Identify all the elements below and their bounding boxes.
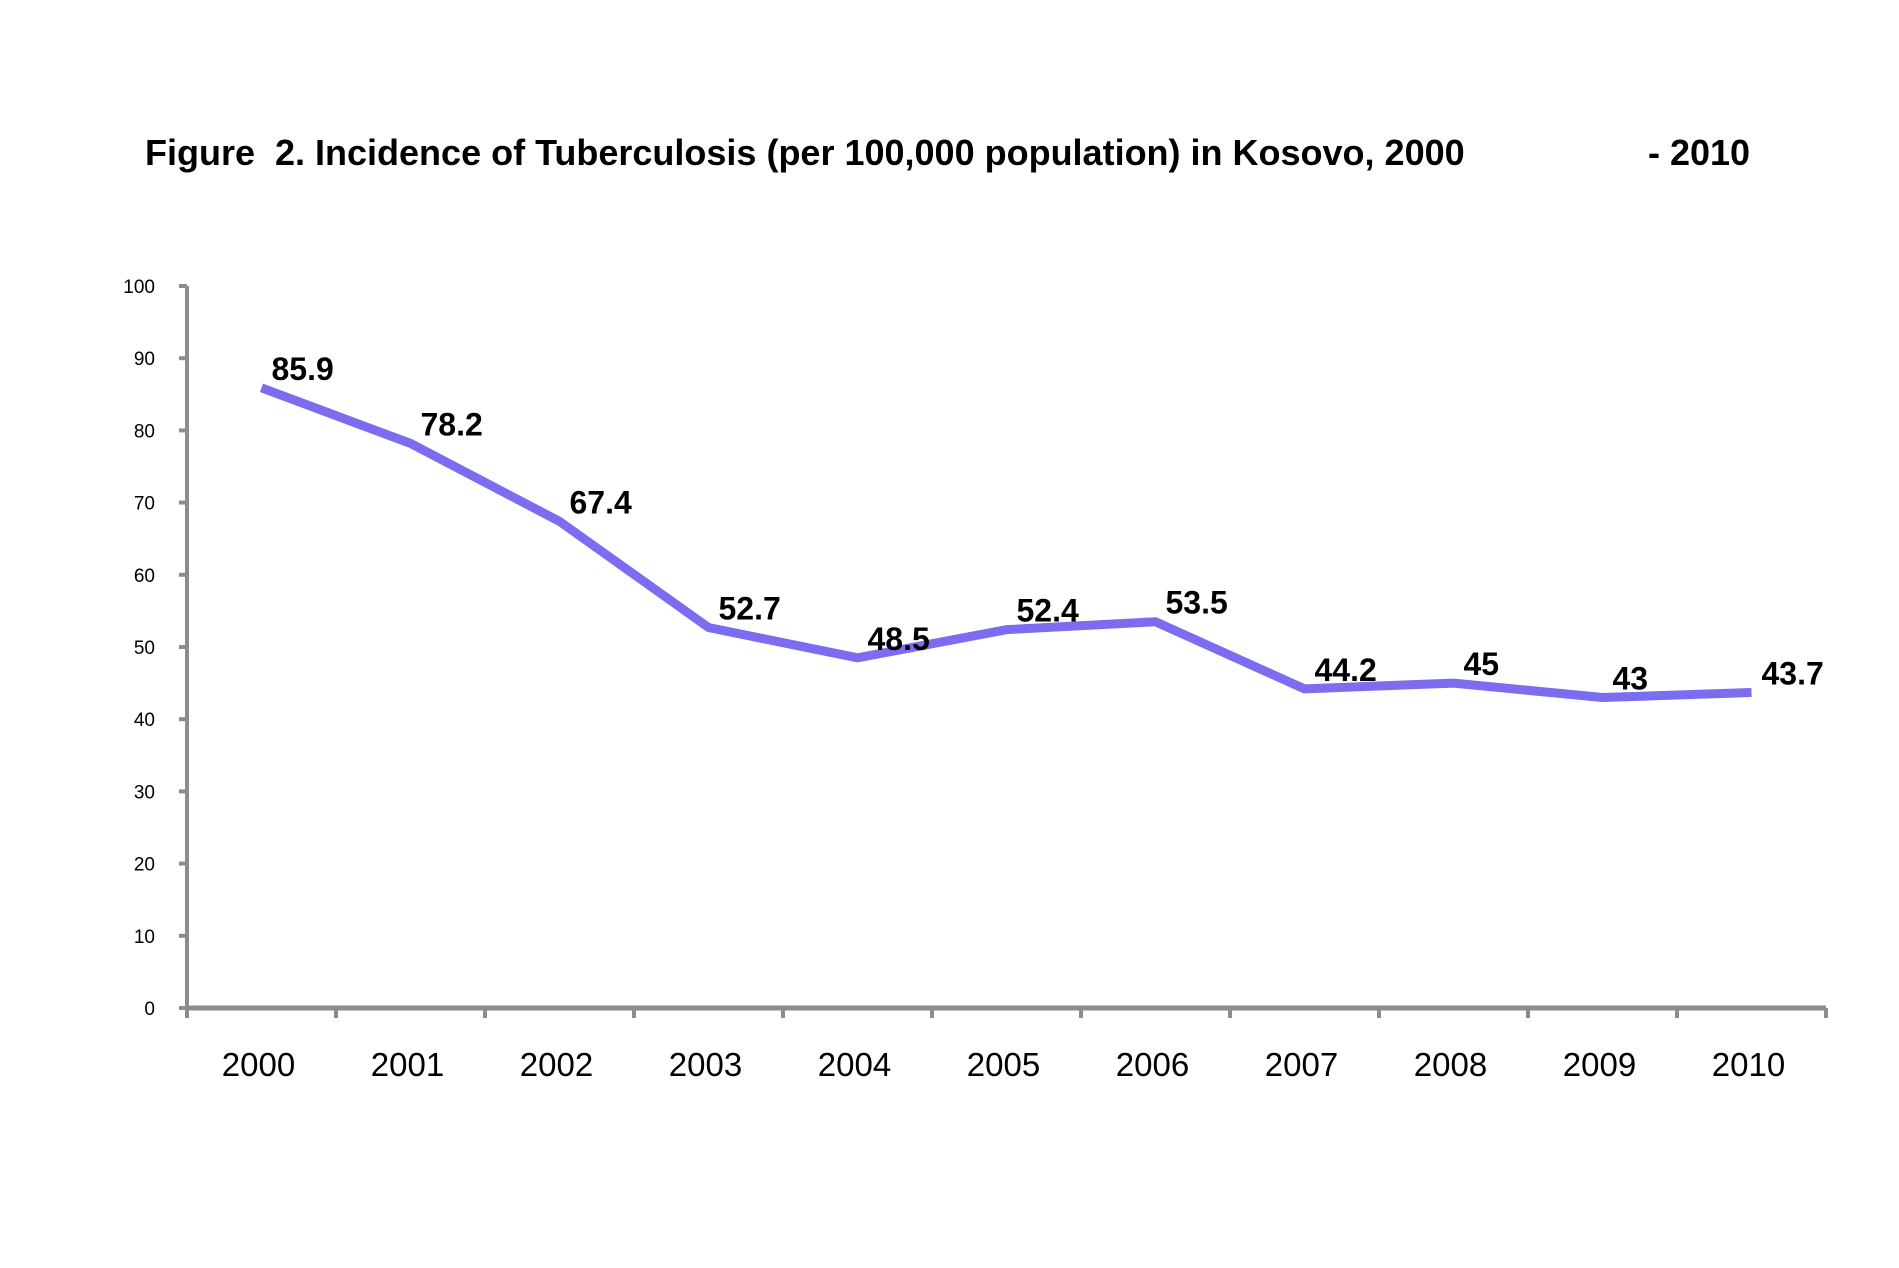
series-line — [259, 383, 1752, 703]
y-tick-label: 30 — [134, 782, 155, 803]
x-tick-label: 2002 — [520, 1046, 593, 1083]
x-axis: 2000 2001 2002 2003 2004 2005 2006 2007 2008 2009… — [185, 1005, 1828, 1083]
data-label: 78.2 — [421, 406, 483, 442]
data-label: 52.4 — [1017, 593, 1079, 629]
y-tick-label: 60 — [134, 566, 155, 587]
data-label: 43.7 — [1762, 655, 1824, 691]
chart-title-end-year: - 2010 — [1648, 132, 1751, 173]
data-label: 53.5 — [1166, 585, 1228, 621]
chart-title-figure: Figure — [145, 132, 256, 173]
y-tick-label: 10 — [134, 927, 155, 948]
y-tick-label: 20 — [134, 855, 155, 876]
data-label: 43 — [1613, 661, 1649, 697]
data-label: 48.5 — [868, 621, 930, 657]
y-tick-label: 90 — [134, 349, 155, 370]
x-tick-label: 2006 — [1116, 1046, 1189, 1083]
x-tick-label: 2007 — [1265, 1046, 1338, 1083]
x-tick-label: 2003 — [669, 1046, 742, 1083]
x-tick-label: 2008 — [1414, 1046, 1487, 1083]
x-tick-label: 2009 — [1563, 1046, 1636, 1083]
series-group — [259, 383, 1752, 703]
data-label: 44.2 — [1315, 652, 1377, 688]
data-label: 67.4 — [570, 484, 632, 520]
y-tick-label: 100 — [123, 277, 155, 298]
data-label: 45 — [1464, 646, 1500, 682]
x-tick-label: 2000 — [222, 1046, 295, 1083]
y-tick-label: 70 — [134, 494, 155, 515]
x-tick-label: 2001 — [371, 1046, 444, 1083]
x-tick-label: 2005 — [967, 1046, 1040, 1083]
y-tick-label: 40 — [134, 710, 155, 731]
y-tick-label: 80 — [134, 421, 155, 442]
data-labels: 85.9 78.2 67.4 52.7 48.5 52.4 53.5 44.2 45 43 43.7 — [272, 351, 1824, 697]
y-tick-label: 0 — [144, 999, 155, 1020]
x-tick-label: 2004 — [818, 1046, 891, 1083]
data-label: 85.9 — [272, 351, 334, 387]
chart-title: Figure 2. Incidence of Tuberculosis (per… — [145, 132, 1765, 192]
data-label: 52.7 — [719, 591, 781, 627]
y-tick-label: 50 — [134, 638, 155, 659]
y-axis: 0 10 20 30 40 50 60 70 80 90 100 — [123, 277, 189, 1020]
x-tick-label: 2010 — [1712, 1046, 1785, 1083]
chart-title-main: 2. Incidence of Tuberculosis (per 100,00… — [275, 132, 1465, 173]
